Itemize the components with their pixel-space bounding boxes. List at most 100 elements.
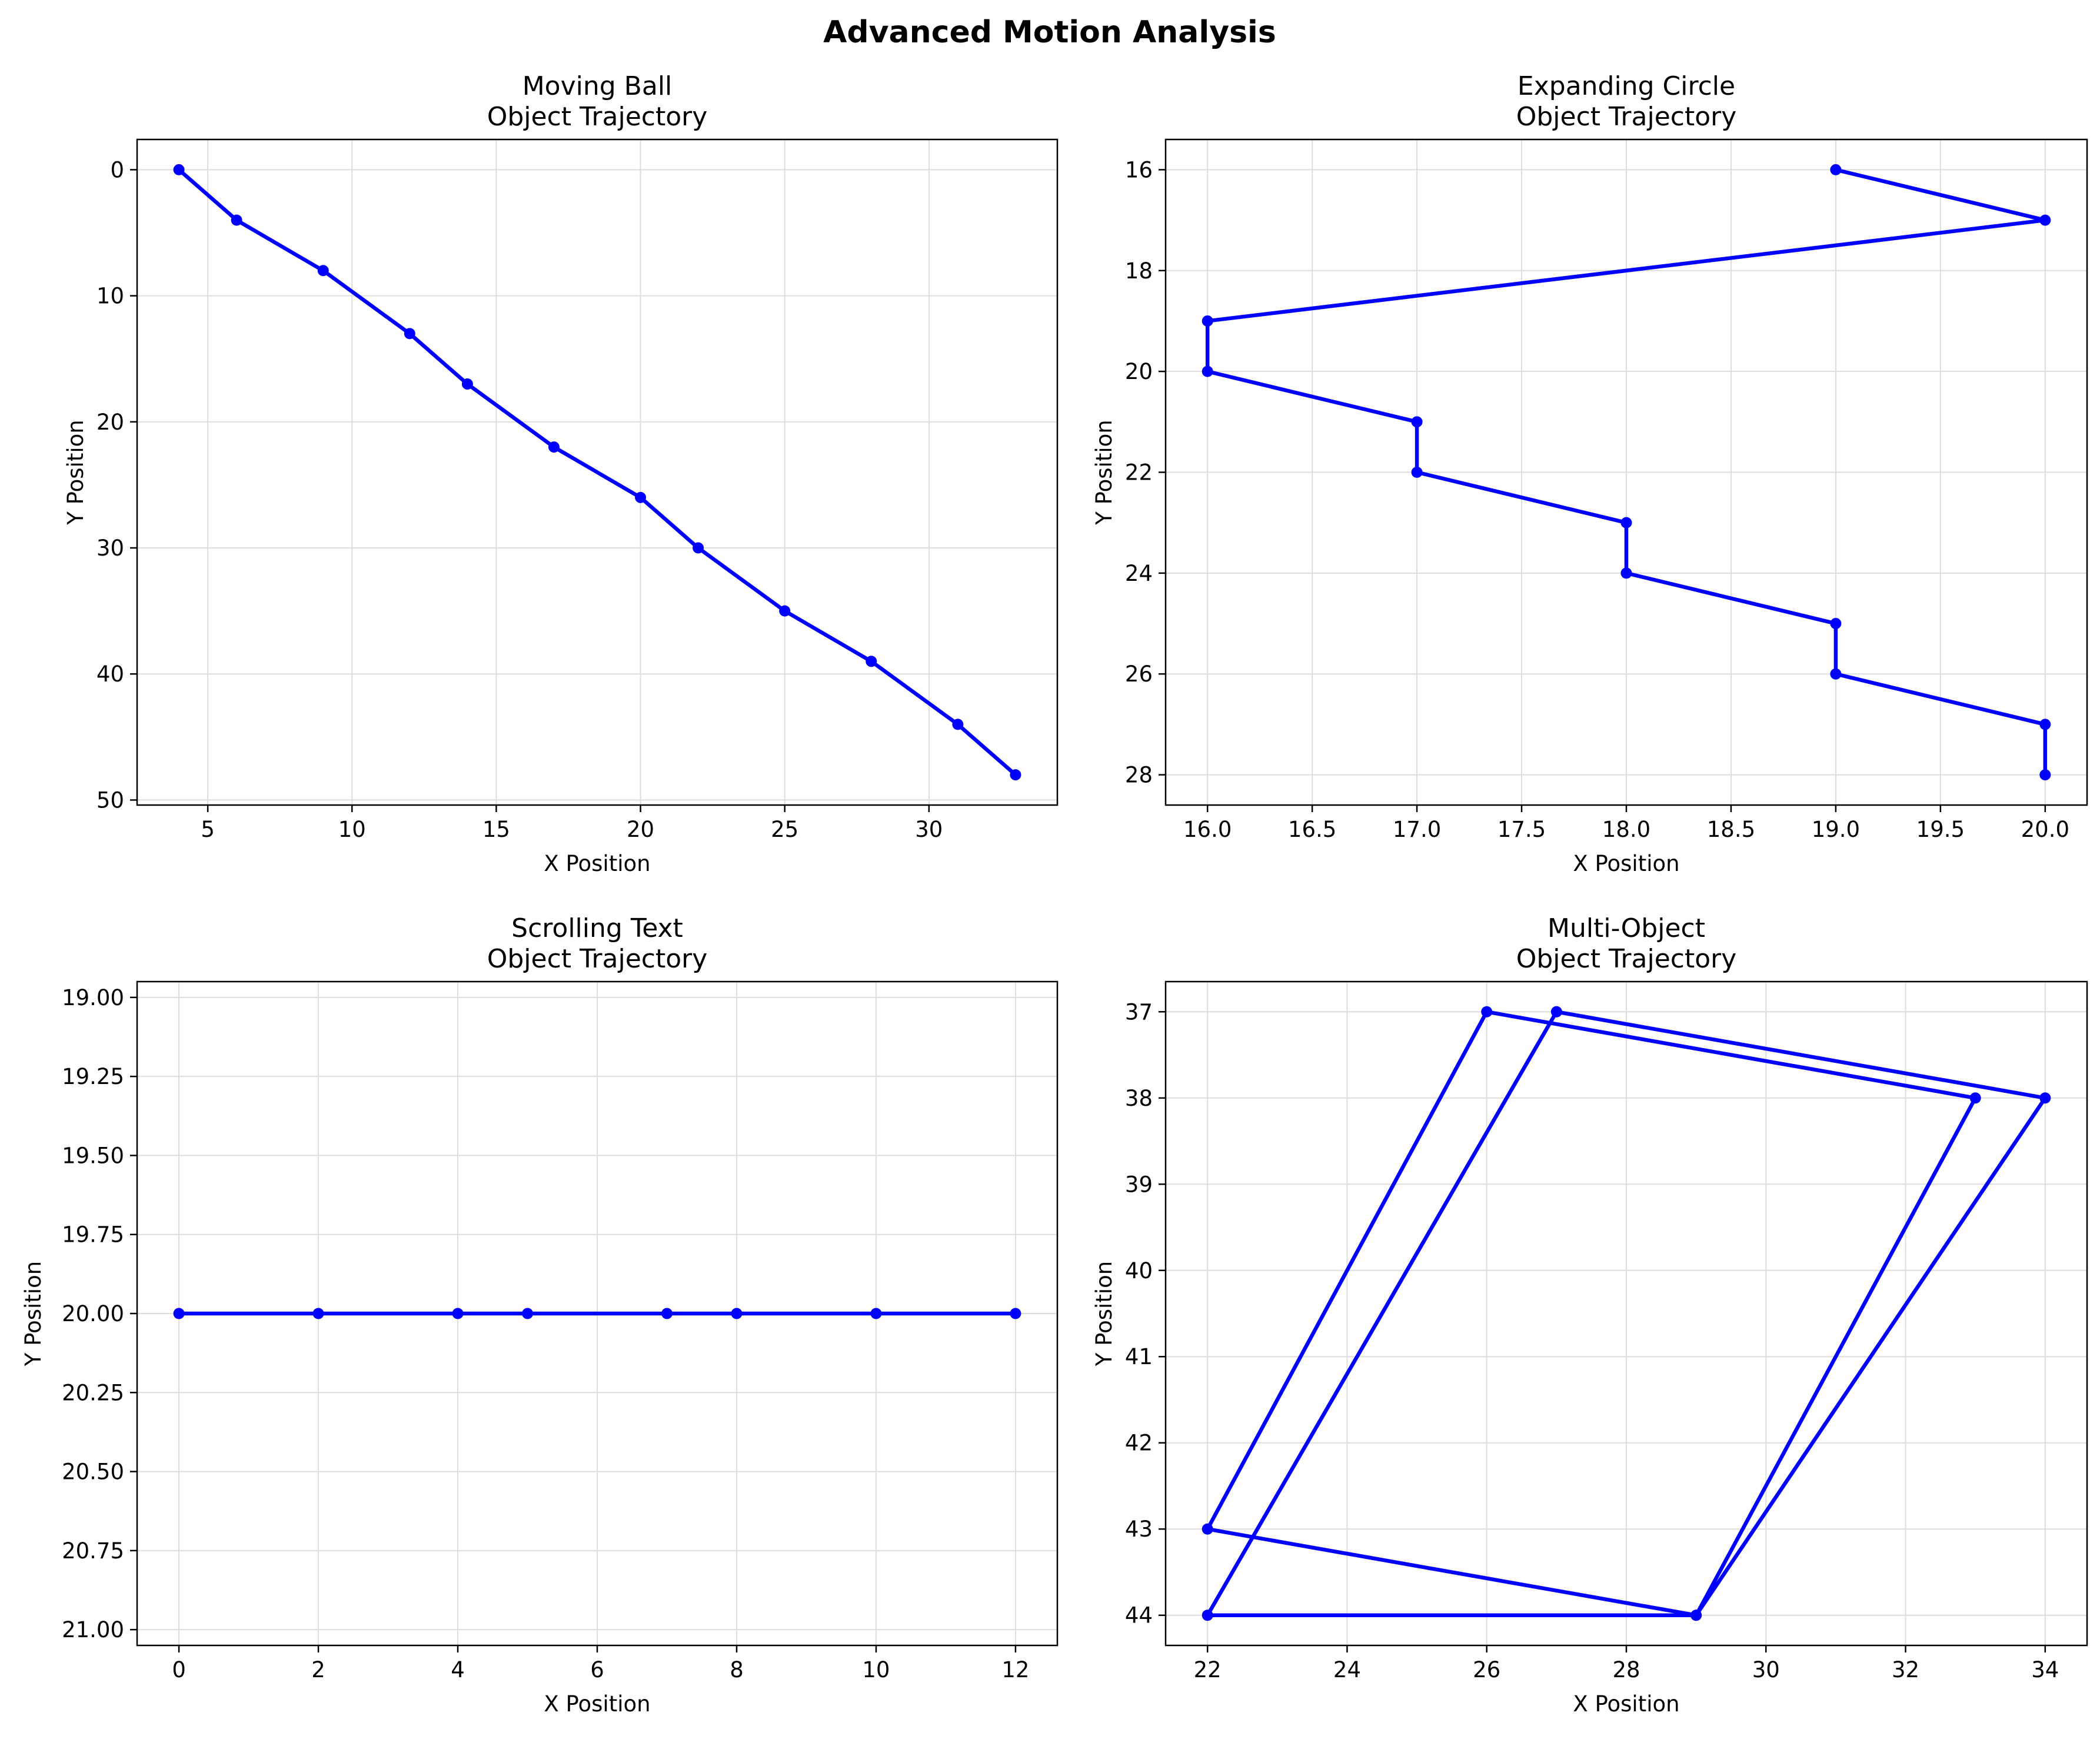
expanding-circle-point-8 <box>1830 618 1842 630</box>
scrolling-text-xtick-label-1: 2 <box>311 1657 325 1683</box>
expanding-circle-point-0 <box>1830 164 1842 175</box>
expanding-circle-ytick-label-3: 22 <box>1125 460 1153 486</box>
expanding-circle-subtitle: Object Trajectory <box>1516 102 1737 132</box>
moving-ball-point-1 <box>231 214 242 226</box>
scrolling-text-xtick-label-6: 12 <box>1001 1657 1029 1683</box>
scrolling-text-ytick-label-2: 19.50 <box>62 1143 124 1168</box>
moving-ball-point-8 <box>779 605 791 617</box>
moving-ball-subtitle: Object Trajectory <box>487 102 708 132</box>
moving-ball-point-9 <box>866 656 877 667</box>
moving-ball-point-2 <box>317 265 329 277</box>
scrolling-text-panel: 0 2 4 6 8 10 12 19.00 19.25 19.50 19.75 20.00 20.25 2… <box>21 913 1059 1717</box>
expanding-circle-point-2 <box>1202 315 1213 327</box>
multi-object-ytick-label-0: 37 <box>1125 999 1153 1025</box>
expanding-circle-xtick-label-6: 19.0 <box>1812 817 1860 842</box>
moving-ball-xlabel: X Position <box>544 851 650 876</box>
multi-object-xtick-label-1: 24 <box>1333 1657 1361 1683</box>
scrolling-text-title: Scrolling Text <box>511 913 683 943</box>
expanding-circle-ylabel: Y Position <box>1091 420 1117 525</box>
expanding-circle-panel: 16.0 16.5 17.0 17.5 18.0 18.5 19.0 19.5 20.0 16 18… <box>1091 71 2088 876</box>
multi-object-point-6 <box>1690 1610 1702 1621</box>
multi-object-ytick-label-7: 44 <box>1125 1603 1153 1628</box>
scrolling-text-point-1 <box>312 1308 324 1319</box>
expanding-circle-point-5 <box>1411 467 1423 478</box>
moving-ball-xtick-label-0: 5 <box>201 817 215 842</box>
expanding-circle-ytick-label-5: 26 <box>1125 661 1153 687</box>
expanding-circle-xtick-label-7: 19.5 <box>1916 817 1965 842</box>
moving-ball-xtick-label-4: 25 <box>771 817 798 842</box>
multi-object-ytick-label-5: 42 <box>1125 1431 1153 1456</box>
multi-object-title: Multi-Object <box>1547 913 1705 943</box>
expanding-circle-point-1 <box>2039 214 2051 226</box>
multi-object-point-7 <box>1202 1610 1213 1621</box>
scrolling-text-ytick-label-1: 19.25 <box>62 1064 124 1089</box>
moving-ball-ytick-label-4: 40 <box>96 661 124 687</box>
expanding-circle-point-10 <box>2039 719 2051 730</box>
expanding-circle-ytick-label-1: 18 <box>1125 258 1153 284</box>
expanding-circle-xtick-label-5: 18.5 <box>1707 817 1755 842</box>
multi-object-xtick-label-2: 26 <box>1473 1657 1500 1683</box>
moving-ball-ytick-label-3: 30 <box>96 536 124 561</box>
scrolling-text-xtick-label-5: 10 <box>862 1657 890 1683</box>
expanding-circle-xtick-label-3: 17.5 <box>1497 817 1546 842</box>
expanding-circle-point-11 <box>2039 769 2051 781</box>
scrolling-text-ytick-label-7: 20.75 <box>62 1538 124 1564</box>
scrolling-text-ytick-label-5: 20.25 <box>62 1380 124 1405</box>
moving-ball-xtick-label-1: 10 <box>338 817 366 842</box>
moving-ball-point-4 <box>461 378 473 390</box>
moving-ball-ytick-label-2: 20 <box>96 410 124 435</box>
moving-ball-point-11 <box>1010 769 1021 781</box>
expanding-circle-ytick-label-4: 24 <box>1125 561 1153 586</box>
moving-ball-point-0 <box>173 164 185 175</box>
expanding-circle-ytick-label-6: 28 <box>1125 763 1153 788</box>
expanding-circle-point-9 <box>1830 668 1842 680</box>
multi-object-ytick-label-1: 38 <box>1125 1086 1153 1111</box>
multi-object-xtick-label-5: 32 <box>1892 1657 1919 1683</box>
moving-ball-xtick-label-5: 30 <box>915 817 943 842</box>
moving-ball-trajectory-line <box>177 168 1017 777</box>
moving-ball-point-7 <box>693 542 704 554</box>
multi-object-subtitle: Object Trajectory <box>1516 944 1737 974</box>
expanding-circle-xtick-label-0: 16.0 <box>1183 817 1232 842</box>
expanding-circle-point-6 <box>1620 517 1632 528</box>
scrolling-text-point-2 <box>452 1308 464 1319</box>
moving-ball-ylabel: Y Position <box>63 420 88 525</box>
scrolling-text-point-5 <box>731 1308 743 1319</box>
multi-object-ytick-label-2: 39 <box>1125 1172 1153 1197</box>
moving-ball-panel: 5 10 15 20 25 30 0 10 20 30 40 50 X Position Y Positi… <box>63 71 1059 876</box>
moving-ball-point-6 <box>635 491 647 503</box>
expanding-circle-title: Expanding Circle <box>1517 71 1735 101</box>
moving-ball-title: Moving Ball <box>522 71 673 101</box>
expanding-circle-point-3 <box>1202 365 1213 377</box>
scrolling-text-xtick-label-4: 8 <box>730 1657 744 1683</box>
moving-ball-xtick-label-3: 20 <box>627 817 654 842</box>
expanding-circle-point-4 <box>1411 416 1423 428</box>
scrolling-text-ytick-label-0: 19.00 <box>62 985 124 1010</box>
multi-object-panel: 22 24 26 28 30 32 34 37 38 39 40 41 42 43 44 X Position… <box>1091 913 2088 1717</box>
multi-object-ytick-label-6: 43 <box>1125 1517 1153 1542</box>
multi-object-xtick-label-0: 22 <box>1194 1657 1222 1683</box>
expanding-circle-ytick-label-2: 20 <box>1125 359 1153 384</box>
scrolling-text-xtick-label-3: 6 <box>590 1657 604 1683</box>
scrolling-text-point-4 <box>661 1308 673 1319</box>
scrolling-text-xlabel: X Position <box>544 1691 650 1717</box>
scrolling-text-xtick-label-2: 4 <box>451 1657 465 1683</box>
scrolling-text-point-7 <box>1010 1308 1021 1319</box>
multi-object-ytick-label-3: 40 <box>1125 1258 1153 1284</box>
scrolling-text-ytick-label-8: 21.00 <box>62 1617 124 1642</box>
multi-object-xtick-label-6: 34 <box>2031 1657 2059 1683</box>
scrolling-text-ytick-label-6: 20.50 <box>62 1459 124 1485</box>
moving-ball-point-10 <box>952 719 964 730</box>
multi-object-point-8 <box>1550 1006 1562 1018</box>
moving-ball-ytick-label-1: 10 <box>96 284 124 309</box>
multi-object-point-3 <box>1202 1523 1213 1535</box>
multi-object-ylabel: Y Position <box>1091 1261 1117 1366</box>
moving-ball-xtick-label-2: 15 <box>482 817 510 842</box>
moving-ball-point-5 <box>548 441 560 453</box>
scrolling-text-point-6 <box>870 1308 882 1319</box>
expanding-circle-xtick-label-4: 18.0 <box>1602 817 1650 842</box>
multi-object-point-1 <box>2039 1092 2051 1104</box>
multi-object-point-4 <box>1481 1006 1493 1018</box>
